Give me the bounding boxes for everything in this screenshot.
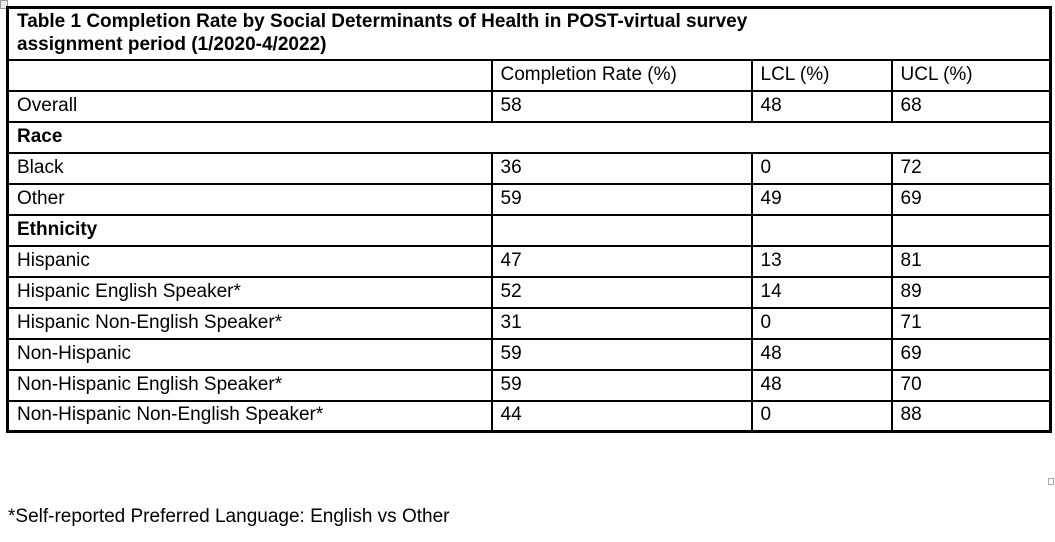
row-label: Non-Hispanic English Speaker* [6, 368, 493, 402]
row-label: Other [6, 182, 493, 216]
lcl-cell: 49 [750, 182, 893, 216]
row-label: Ethnicity [6, 213, 493, 247]
table-row: Overall 58 48 68 [6, 89, 1052, 123]
table-row: Other 59 49 69 [6, 182, 1052, 216]
table-row: Race [6, 120, 1052, 154]
table-row: Non-Hispanic 59 48 69 [6, 337, 1052, 371]
ucl-cell: 69 [890, 337, 1052, 371]
row-label: Overall [6, 89, 493, 123]
ucl-cell: 89 [890, 275, 1052, 309]
row-label: Hispanic English Speaker* [6, 275, 493, 309]
lcl-cell: 13 [750, 244, 893, 278]
ucl-cell: 71 [890, 306, 1052, 340]
completion-rate-cell: 31 [490, 306, 753, 340]
completion-rate-cell: 44 [490, 399, 753, 433]
header-row: Completion Rate (%) LCL (%) UCL (%) [6, 58, 1052, 92]
lcl-cell: 0 [750, 151, 893, 185]
ucl-cell: 72 [890, 151, 1052, 185]
lcl-cell: 0 [750, 306, 893, 340]
table-resize-handle-top-left[interactable] [0, 0, 8, 9]
title-row: Table 1 Completion Rate by Social Determ… [6, 6, 1052, 61]
table-title-line-1: Table 1 Completion Rate by Social Determ… [17, 11, 748, 32]
table-row: Black 36 0 72 [6, 151, 1052, 185]
ucl-cell: 69 [890, 182, 1052, 216]
header-completion-rate: Completion Rate (%) [490, 58, 753, 92]
table-resize-handle-bottom-right[interactable] [1048, 478, 1054, 485]
table-row: Ethnicity [6, 213, 1052, 247]
table-row: Hispanic Non-English Speaker* 31 0 71 [6, 306, 1052, 340]
ucl-cell: 88 [890, 399, 1052, 433]
row-label: Non-Hispanic Non-English Speaker* [6, 399, 493, 433]
completion-rate-cell: 47 [490, 244, 753, 278]
completion-rate-table: Table 1 Completion Rate by Social Determ… [6, 6, 1053, 434]
row-label: Non-Hispanic [6, 337, 493, 371]
header-lcl: LCL (%) [750, 58, 893, 92]
completion-rate-cell [490, 213, 753, 247]
ucl-cell: 68 [890, 89, 1052, 123]
table-row: Hispanic 47 13 81 [6, 244, 1052, 278]
row-label: Hispanic Non-English Speaker* [6, 306, 493, 340]
footnote: *Self-reported Preferred Language: Engli… [8, 506, 450, 527]
table-row: Non-Hispanic English Speaker* 59 48 70 [6, 368, 1052, 402]
lcl-cell [750, 213, 893, 247]
completion-rate-cell: 59 [490, 182, 753, 216]
ucl-cell [890, 213, 1052, 247]
section-label: Race [6, 120, 1052, 154]
lcl-cell: 48 [750, 337, 893, 371]
table-title: Table 1 Completion Rate by Social Determ… [6, 6, 1052, 61]
completion-rate-cell: 58 [490, 89, 753, 123]
row-label: Hispanic [6, 244, 493, 278]
lcl-cell: 48 [750, 368, 893, 402]
completion-rate-cell: 59 [490, 337, 753, 371]
table-row: Non-Hispanic Non-English Speaker* 44 0 88 [6, 399, 1052, 433]
ucl-cell: 70 [890, 368, 1052, 402]
table-title-line-2: assignment period (1/2020-4/2022) [17, 33, 327, 55]
header-empty-cell [6, 58, 493, 92]
table-row: Hispanic English Speaker* 52 14 89 [6, 275, 1052, 309]
lcl-cell: 14 [750, 275, 893, 309]
ucl-cell: 81 [890, 244, 1052, 278]
completion-rate-cell: 52 [490, 275, 753, 309]
completion-rate-cell: 36 [490, 151, 753, 185]
row-label: Black [6, 151, 493, 185]
header-ucl: UCL (%) [890, 58, 1052, 92]
lcl-cell: 48 [750, 89, 893, 123]
completion-rate-cell: 59 [490, 368, 753, 402]
lcl-cell: 0 [750, 399, 893, 433]
